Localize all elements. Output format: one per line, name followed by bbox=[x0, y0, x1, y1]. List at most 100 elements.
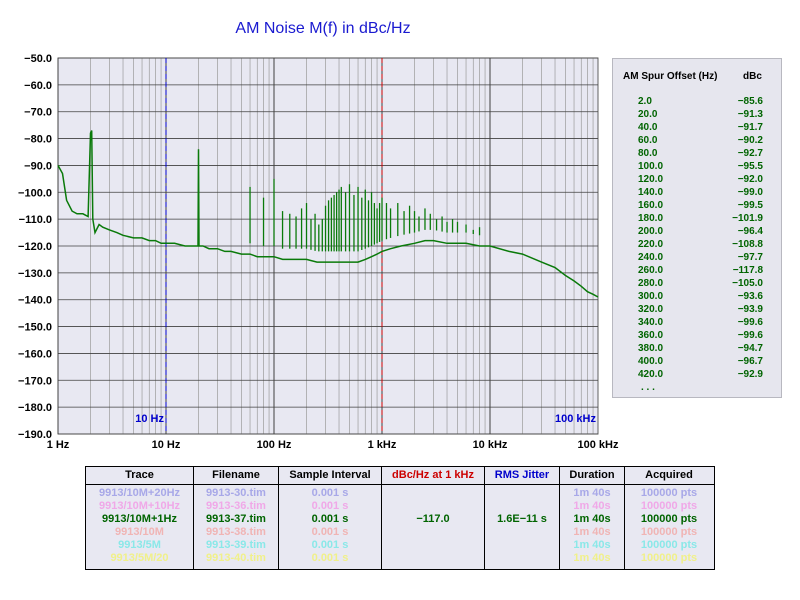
trace-table-cell: 1m 40s bbox=[573, 526, 611, 538]
spur-offset: 280.0 bbox=[638, 278, 664, 289]
spur-dbc: −94.7 bbox=[737, 343, 763, 354]
spur-dbc-header: dBc bbox=[743, 71, 762, 82]
spur-table: AM Spur Offset (Hz) dBc 2.0 −85.6 20.0 −91.… bbox=[612, 58, 782, 398]
y-tick-label: −160.0 bbox=[18, 348, 52, 360]
spur-offset: 400.0 bbox=[638, 356, 664, 367]
spur-row: 300.0 −93.6 bbox=[613, 291, 783, 304]
trace-table-cell: 9913/10M+1Hz bbox=[102, 513, 177, 525]
trace-table-cell: 1.6E−11 s bbox=[497, 513, 547, 525]
spur-row: 100.0 −95.5 bbox=[613, 161, 783, 174]
spur-offset: 40.0 bbox=[638, 122, 658, 133]
y-tick-label: −140.0 bbox=[18, 295, 52, 307]
trace-table-cell: 1m 40s bbox=[573, 539, 611, 551]
spur-offset: 20.0 bbox=[638, 109, 658, 120]
y-tick-label: −130.0 bbox=[18, 268, 52, 280]
spur-dbc: −93.6 bbox=[737, 291, 763, 302]
y-tick-label: −120.0 bbox=[18, 241, 52, 253]
trace-table-cell: 100000 pts bbox=[640, 526, 698, 538]
spur-offset: 240.0 bbox=[638, 252, 664, 263]
trace-table-cell: 100000 pts bbox=[640, 539, 698, 551]
spur-dbc: −90.2 bbox=[737, 135, 763, 146]
spur-dbc: −108.8 bbox=[732, 239, 763, 250]
spur-row: 400.0 −96.7 bbox=[613, 356, 783, 369]
trace-table-header: Filename bbox=[212, 469, 260, 481]
trace-table-cell: 9913/10M bbox=[115, 526, 164, 538]
trace-table-cell: 9913-36.tim bbox=[206, 500, 266, 512]
offset-marker-label: 100 kHz bbox=[555, 413, 596, 425]
spur-offset: 2.0 bbox=[638, 96, 652, 107]
spur-dbc: −99.6 bbox=[737, 317, 763, 328]
trace-table-cell: 0.001 s bbox=[311, 513, 349, 525]
trace-table-column: dBc/Hz at 1 kHz −117.0 bbox=[382, 467, 485, 569]
spur-offset: 340.0 bbox=[638, 317, 664, 328]
spur-row: 60.0 −90.2 bbox=[613, 135, 783, 148]
spur-row: 240.0 −97.7 bbox=[613, 252, 783, 265]
spur-dbc: −92.9 bbox=[737, 369, 763, 380]
spur-offset: 300.0 bbox=[638, 291, 664, 302]
spur-row: 320.0 −93.9 bbox=[613, 304, 783, 317]
trace-table-cell: 9913/5M/20 bbox=[110, 552, 169, 564]
spur-dbc: −117.8 bbox=[732, 265, 763, 276]
x-tick-label: 1 kHz bbox=[368, 439, 397, 451]
spur-offset: 160.0 bbox=[638, 200, 664, 211]
spur-offset: 200.0 bbox=[638, 226, 664, 237]
trace-table-cell: 1m 40s bbox=[573, 552, 611, 564]
am-noise-chart: AM Noise M(f) in dBc/Hz 10 Hz 100 kHz −50… bbox=[18, 20, 619, 451]
noise-trace-line bbox=[57, 130, 599, 298]
trace-table-cell: 0.001 s bbox=[311, 500, 349, 512]
x-tick-label: 100 kHz bbox=[578, 439, 619, 451]
y-tick-label: −50.0 bbox=[24, 53, 52, 65]
spur-dbc: −105.0 bbox=[732, 278, 763, 289]
spur-offset: 220.0 bbox=[638, 239, 664, 250]
trace-table-header: Duration bbox=[569, 469, 615, 481]
trace-table-cell: 9913-30.tim bbox=[206, 487, 266, 499]
x-tick-label: 100 Hz bbox=[257, 439, 292, 451]
offset-marker-label: 10 Hz bbox=[135, 413, 164, 425]
trace-table-header: Trace bbox=[125, 469, 154, 481]
spur-dbc: −97.7 bbox=[737, 252, 763, 263]
y-tick-label: −170.0 bbox=[18, 375, 52, 387]
spur-row: 140.0 −99.0 bbox=[613, 187, 783, 200]
spur-offset: 180.0 bbox=[638, 213, 664, 224]
spur-row: 280.0 −105.0 bbox=[613, 278, 783, 291]
trace-table-cell: 9913-40.tim bbox=[206, 552, 266, 564]
spur-dbc: −91.7 bbox=[737, 122, 763, 133]
offset-markers: 10 Hz 100 kHz bbox=[135, 58, 596, 434]
spur-row: 380.0 −94.7 bbox=[613, 343, 783, 356]
spur-row: 420.0 −92.9 bbox=[613, 369, 783, 382]
trace-table-cell: 9913/10M+10Hz bbox=[98, 500, 181, 512]
spur-offset: 360.0 bbox=[638, 330, 664, 341]
trace-table-cell: 100000 pts bbox=[640, 513, 698, 525]
spur-row: 40.0 −91.7 bbox=[613, 122, 783, 135]
trace-table-column: Acquired 100000 pts 100000 pts 100000 pts 10… bbox=[625, 467, 713, 569]
spur-row: 180.0 −101.9 bbox=[613, 213, 783, 226]
spur-offset: 320.0 bbox=[638, 304, 664, 315]
spur-dbc: −92.0 bbox=[737, 174, 763, 185]
spur-offset: 60.0 bbox=[638, 135, 658, 146]
spur-dbc: −101.9 bbox=[732, 213, 763, 224]
trace-table-column: RMS Jitter 1.6E−11 s bbox=[485, 467, 560, 569]
spur-row: 360.0 −99.6 bbox=[613, 330, 783, 343]
spur-more-indicator: . . . bbox=[641, 382, 655, 393]
y-tick-label: −60.0 bbox=[24, 80, 52, 92]
trace-table-cell: 1m 40s bbox=[573, 500, 611, 512]
spur-row: 340.0 −99.6 bbox=[613, 317, 783, 330]
trace-table-cell: 9913/5M bbox=[118, 539, 161, 551]
trace-table-cell: 9913-37.tim bbox=[206, 513, 266, 525]
trace-table-column: Duration 1m 40s 1m 40s 1m 40s 1m 40s 1m 40s 1m… bbox=[560, 467, 625, 569]
spur-offset: 260.0 bbox=[638, 265, 664, 276]
spur-row: 260.0 −117.8 bbox=[613, 265, 783, 278]
y-tick-label: −180.0 bbox=[18, 402, 52, 414]
trace-table-header: Sample Interval bbox=[289, 469, 371, 481]
trace-table-cell: 9913/10M+20Hz bbox=[98, 487, 181, 499]
trace-table-cell: 100000 pts bbox=[640, 487, 698, 499]
spur-row: 220.0 −108.8 bbox=[613, 239, 783, 252]
spur-row: 200.0 −96.4 bbox=[613, 226, 783, 239]
trace-table: Trace 9913/10M+20Hz 9913/10M+10Hz 9913/10M+… bbox=[85, 466, 715, 570]
spur-dbc: −96.7 bbox=[737, 356, 763, 367]
trace-table-column: Trace 9913/10M+20Hz 9913/10M+10Hz 9913/10M+… bbox=[86, 467, 194, 569]
spur-offset-header: AM Spur Offset (Hz) bbox=[623, 71, 718, 82]
trace-table-cell: 1m 40s bbox=[573, 513, 611, 525]
spur-offset: 380.0 bbox=[638, 343, 664, 354]
y-tick-label: −150.0 bbox=[18, 322, 52, 334]
